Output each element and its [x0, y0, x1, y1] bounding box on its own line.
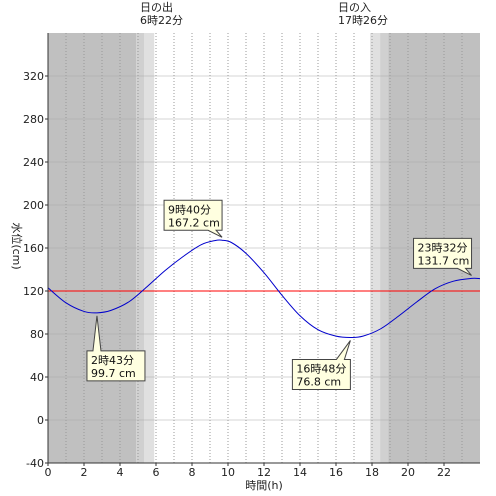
x-tick-label: 8 [189, 466, 196, 479]
x-tick-label: 12 [257, 466, 271, 479]
y-tick-label: 40 [30, 371, 44, 384]
x-tick-label: 16 [329, 466, 343, 479]
y-tick-label: 200 [23, 199, 44, 212]
series-layer [47, 239, 481, 338]
x-tick-label: 10 [221, 466, 235, 479]
x-tick-label: 14 [293, 466, 307, 479]
x-tick-label: 6 [153, 466, 160, 479]
x-tick-label: 18 [365, 466, 379, 479]
tide-callout-time: 16時48分 [296, 362, 346, 375]
tide-callout-value: 131.7 cm [418, 254, 470, 267]
sunrise-title: 日の出 [140, 0, 173, 14]
y-tick-label: 80 [30, 328, 44, 341]
tide-callout-time: 9時40分 [168, 203, 211, 216]
tide-callout-box [86, 315, 146, 382]
tide-callout-box [413, 237, 473, 276]
x-axis-title: 時間(h) [245, 479, 283, 492]
y-tick-label: 240 [23, 156, 44, 169]
tide-level-line [47, 239, 481, 338]
tide-callout-box [291, 340, 351, 390]
x-tick-label: 2 [81, 466, 88, 479]
tide-callout-value: 76.8 cm [296, 375, 341, 388]
sunrise-time: 6時22分 [140, 14, 183, 27]
tide-callout-value: 167.2 cm [168, 216, 220, 229]
x-tick-label: 20 [401, 466, 415, 479]
sunset-time: 17時26分 [338, 14, 388, 27]
tide-callout-time: 23時32分 [418, 241, 468, 254]
y-tick-label: 280 [23, 113, 44, 126]
y-axis-title: 水位(cm) [10, 222, 24, 269]
tide-callout-box [163, 199, 223, 238]
sunset-title: 日の入 [338, 1, 371, 14]
x-tick-label: 0 [45, 466, 52, 479]
y-tick-label: 320 [23, 70, 44, 83]
x-tick-label: 22 [437, 466, 451, 479]
y-tick-label: 120 [23, 285, 44, 298]
x-tick-label: 4 [117, 466, 124, 479]
y-tick-label: 0 [37, 414, 44, 427]
y-tick-label: -40 [26, 457, 44, 470]
tide-callout-value: 99.7 cm [91, 367, 136, 380]
y-tick-label: 160 [23, 242, 44, 255]
tide-callout-time: 2時43分 [91, 354, 134, 367]
